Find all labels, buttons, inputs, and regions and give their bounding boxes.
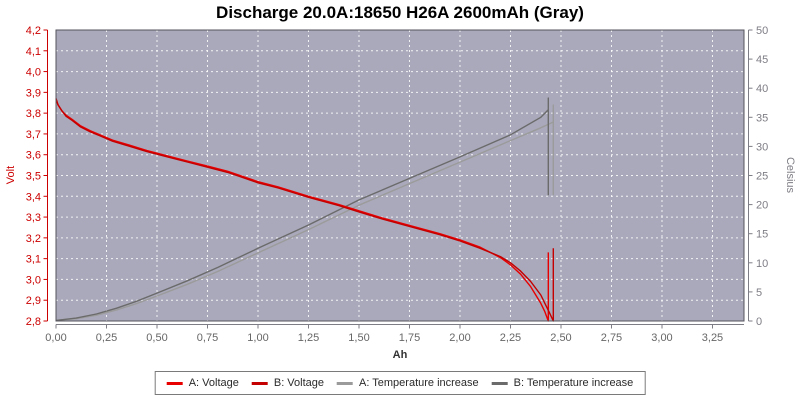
right-tick-label: 50 xyxy=(756,25,768,37)
x-tick-label: 3,00 xyxy=(651,332,672,344)
x-tick-label: 2,50 xyxy=(550,332,571,344)
x-tick-label: 1,75 xyxy=(399,332,420,344)
legend-swatch-a-temperature-increase xyxy=(337,381,354,385)
left-tick-label: 2,8 xyxy=(26,316,41,328)
legend-item-b-voltage: B: Voltage xyxy=(251,377,325,389)
left-tick-label: 3,0 xyxy=(26,274,41,286)
right-tick-label: 20 xyxy=(756,200,768,212)
legend-item-a-voltage: A: Voltage xyxy=(166,377,239,389)
legend-label: B: Temperature increase xyxy=(513,377,634,389)
series-b-temperature-increase xyxy=(55,97,549,322)
left-tick-label: 3,6 xyxy=(26,150,41,162)
right-tick-label: 35 xyxy=(756,112,768,124)
x-tick-label: 2,00 xyxy=(449,332,470,344)
legend-label: A: Voltage xyxy=(188,377,239,389)
right-tick-label: 45 xyxy=(756,54,768,66)
plot-area xyxy=(56,30,744,321)
left-axis-title: Volt xyxy=(5,166,17,184)
series-b-voltage xyxy=(55,98,554,322)
x-tick-label: 0,50 xyxy=(146,332,167,344)
x-tick-label: 0,00 xyxy=(45,332,66,344)
left-tick-label: 3,4 xyxy=(26,191,41,203)
legend-label: B: Voltage xyxy=(273,377,325,389)
right-tick-label: 0 xyxy=(756,316,762,328)
left-tick-label: 3,5 xyxy=(26,171,41,183)
left-tick-label: 4,1 xyxy=(26,46,41,58)
legend-swatch-b-voltage xyxy=(251,381,268,385)
x-axis-title: Ah xyxy=(393,349,408,361)
x-tick-label: 0,75 xyxy=(197,332,218,344)
left-tick-label: 3,9 xyxy=(26,87,41,99)
right-tick-label: 5 xyxy=(756,287,762,299)
right-tick-label: 30 xyxy=(756,141,768,153)
legend-label: A: Temperature increase xyxy=(359,377,479,389)
series-a-voltage xyxy=(55,98,549,322)
right-tick-label: 10 xyxy=(756,258,768,270)
x-tick-label: 1,00 xyxy=(247,332,268,344)
right-tick-label: 25 xyxy=(756,171,768,183)
x-tick-label: 2,75 xyxy=(601,332,622,344)
right-tick-label: 40 xyxy=(756,83,768,95)
left-tick-label: 3,8 xyxy=(26,108,41,120)
left-tick-label: 4,0 xyxy=(26,67,41,79)
right-tick-label: 15 xyxy=(756,229,768,241)
legend-item-a-temperature-increase: A: Temperature increase xyxy=(337,377,479,389)
left-tick-label: 3,3 xyxy=(26,212,41,224)
x-tick-label: 0,25 xyxy=(96,332,117,344)
left-tick-label: 3,7 xyxy=(26,129,41,141)
x-tick-label: 2,25 xyxy=(500,332,521,344)
plot-border xyxy=(55,29,745,322)
left-tick-label: 4,2 xyxy=(26,25,41,37)
x-tick-label: 1,25 xyxy=(298,332,319,344)
series-a-temperature-increase xyxy=(55,104,554,322)
left-tick-label: 2,9 xyxy=(26,295,41,307)
legend-swatch-b-temperature-increase xyxy=(491,381,508,385)
left-tick-label: 3,1 xyxy=(26,254,41,266)
x-tick-label: 3,25 xyxy=(702,332,723,344)
legend-item-b-temperature-increase: B: Temperature increase xyxy=(491,377,634,389)
left-tick-label: 3,2 xyxy=(26,233,41,245)
chart-legend: A: Voltage B: Voltage A: Temperature incre… xyxy=(154,371,646,395)
legend-swatch-a-voltage xyxy=(166,381,183,385)
chart-title: Discharge 20.0A:18650 H26A 2600mAh (Gray… xyxy=(216,3,584,22)
x-tick-label: 1,50 xyxy=(348,332,369,344)
right-axis-title: Celsius xyxy=(784,157,796,194)
